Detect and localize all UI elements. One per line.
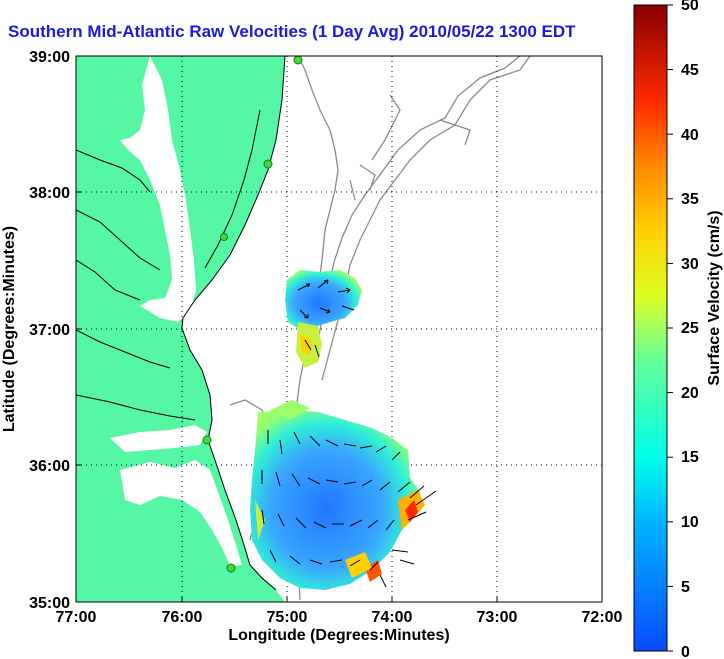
y-tick-label: 37:00 bbox=[29, 322, 70, 339]
y-tick-label: 39:00 bbox=[29, 49, 70, 66]
velocity-arrows bbox=[261, 279, 437, 588]
coastline-rivers bbox=[76, 56, 286, 591]
station-marker bbox=[263, 159, 273, 169]
colorbar: 50 45 40 35 30 25 20 15 10 5 0 Surface V… bbox=[633, 0, 723, 659]
x-tick-label: 77:00 bbox=[56, 609, 97, 626]
station-marker bbox=[226, 563, 236, 573]
velocity-field-south bbox=[250, 400, 425, 590]
velocity-field-north bbox=[285, 270, 362, 368]
y-tick-label: 36:00 bbox=[29, 458, 70, 475]
y-axis-label: Latitude (Degrees:Minutes) bbox=[1, 226, 18, 432]
colorbar-tick-label: 45 bbox=[681, 62, 699, 79]
colorbar-tick-label: 50 bbox=[681, 0, 699, 14]
land-mass bbox=[76, 56, 285, 602]
colorbar-tick-label: 40 bbox=[681, 127, 699, 144]
colorbar-tick-label: 30 bbox=[681, 256, 699, 273]
colorbar-tick-label: 5 bbox=[681, 579, 690, 596]
x-tick-label: 73:00 bbox=[477, 609, 518, 626]
pamlico-sound bbox=[120, 460, 242, 566]
x-tick-label: 75:00 bbox=[267, 609, 308, 626]
x-tick-label: 72:00 bbox=[582, 609, 623, 626]
albemarle-sound bbox=[110, 425, 207, 452]
colorbar-tick-label: 35 bbox=[681, 191, 699, 208]
station-marker bbox=[220, 233, 228, 241]
colorbar-tick-label: 10 bbox=[681, 514, 699, 531]
colorbar-tick-label: 25 bbox=[681, 320, 699, 337]
colorbar-tick-label: 15 bbox=[681, 449, 699, 466]
colorbar-gradient bbox=[633, 4, 668, 652]
station-marker bbox=[293, 56, 303, 65]
y-tick-label: 35:00 bbox=[29, 595, 70, 612]
colorbar-tick-label: 0 bbox=[681, 644, 690, 659]
x-axis-label: Longitude (Degrees:Minutes) bbox=[228, 627, 449, 644]
y-tick-label: 38:00 bbox=[29, 185, 70, 202]
map-plot-area bbox=[76, 56, 602, 602]
chesapeake-bay bbox=[120, 56, 196, 322]
radar-stations bbox=[202, 56, 303, 573]
tick-marks bbox=[75, 55, 603, 602]
map-title: Southern Mid-Atlantic Raw Velocities (1 … bbox=[8, 22, 576, 41]
colorbar-tick-label: 20 bbox=[681, 385, 699, 402]
colorbar-label: Surface Velocity (cm/s) bbox=[706, 210, 723, 385]
station-marker bbox=[202, 435, 212, 445]
x-tick-label: 74:00 bbox=[372, 609, 413, 626]
x-tick-label: 76:00 bbox=[162, 609, 203, 626]
